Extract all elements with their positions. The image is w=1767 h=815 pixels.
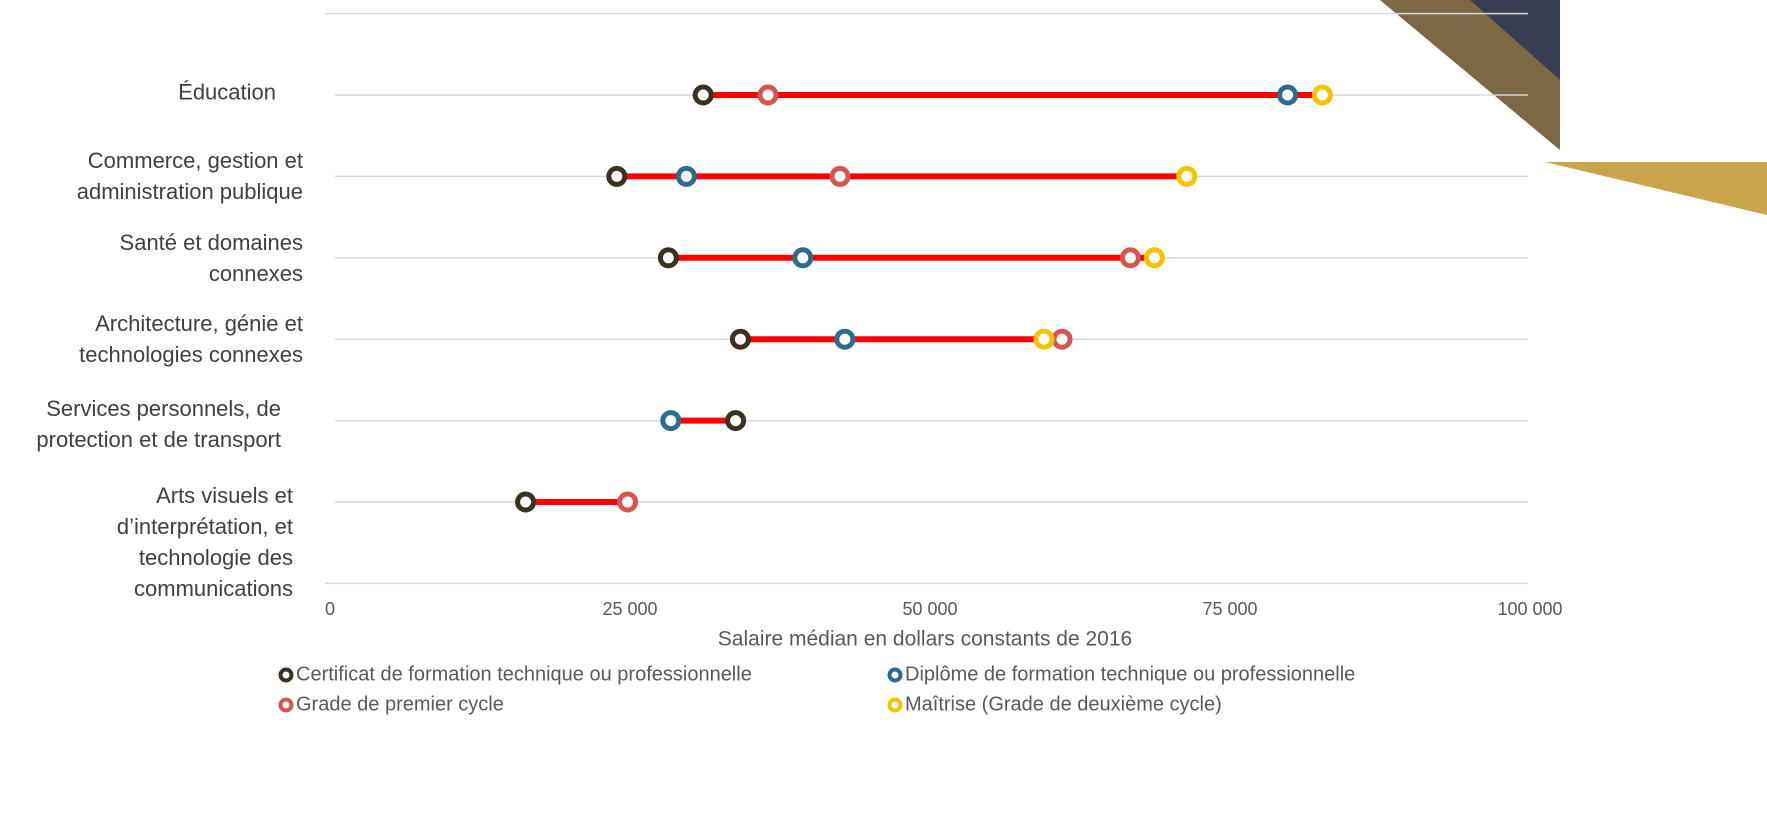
marker — [1277, 84, 1299, 106]
marker — [834, 328, 856, 350]
x-tick-label: 50 000 — [902, 599, 957, 619]
x-tick-label: 75 000 — [1202, 599, 1257, 619]
legend-label: Maîtrise (Grade de deuxième cycle) — [905, 693, 1222, 715]
marker — [1176, 165, 1198, 187]
x-axis-title: Salaire médian en dollars constants de 2… — [718, 628, 1132, 651]
category-label: Éducation — [178, 79, 276, 105]
legend-label: Grade de premier cycle — [296, 693, 504, 715]
x-tick-label: 0 — [325, 599, 335, 619]
category-label: Arts visuels et d’interprétation, et tec… — [116, 483, 293, 601]
decoration — [1380, 0, 1560, 150]
category-label: Services personnels, de protection et de… — [36, 395, 281, 452]
marker — [617, 491, 639, 513]
category-label: Architecture, génie et technologies conn… — [79, 311, 303, 368]
marker — [1051, 328, 1073, 350]
marker — [1311, 84, 1333, 106]
decoration — [1545, 162, 1767, 215]
x-tick-label: 25 000 — [602, 599, 657, 619]
marker — [1033, 328, 1055, 350]
marker — [606, 165, 628, 187]
marker — [657, 247, 679, 269]
category-label: Santé et domaines connexes — [119, 229, 303, 286]
marker — [729, 328, 751, 350]
marker — [829, 165, 851, 187]
legend-label: Certificat de formation technique ou pro… — [296, 663, 752, 685]
marker — [757, 84, 779, 106]
legend-marker — [887, 697, 903, 713]
legend-marker — [278, 697, 294, 713]
marker — [675, 165, 697, 187]
x-tick-label: 100 000 — [1497, 599, 1562, 619]
legend-marker — [887, 667, 903, 683]
legend-label: Diplôme de formation technique ou profes… — [905, 663, 1355, 685]
category-label: Commerce, gestion et administration publ… — [76, 148, 303, 205]
marker — [692, 84, 714, 106]
marker — [792, 247, 814, 269]
marker — [1143, 247, 1165, 269]
marker — [725, 410, 747, 432]
marker — [660, 410, 682, 432]
legend-marker — [278, 667, 294, 683]
marker — [1119, 247, 1141, 269]
marker — [515, 491, 537, 513]
